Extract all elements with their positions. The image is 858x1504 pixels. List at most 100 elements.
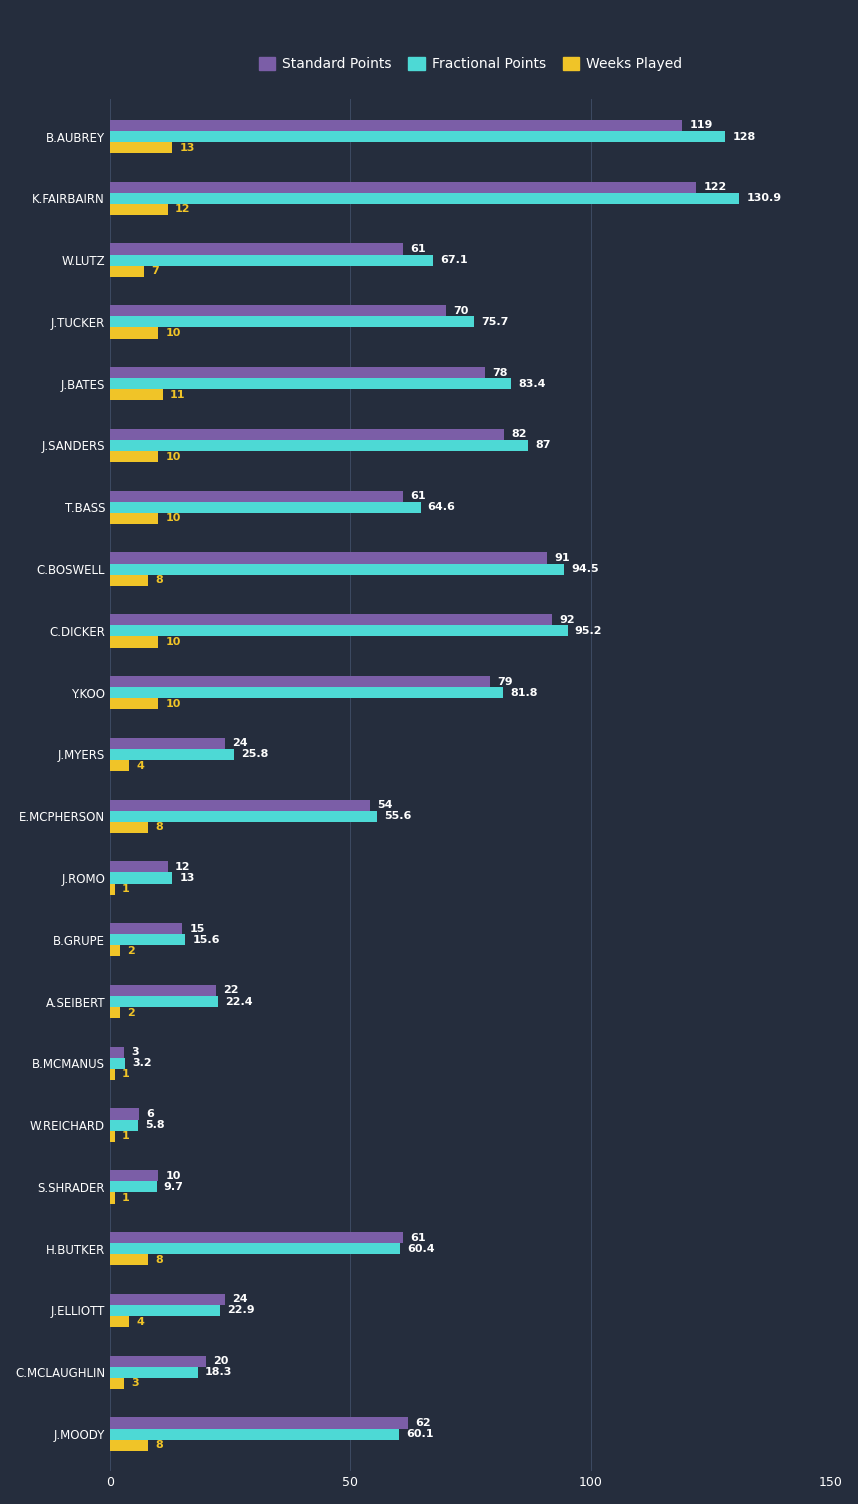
Text: 1: 1 [122,1069,130,1080]
Text: 9.7: 9.7 [164,1182,184,1193]
Bar [110,872,172,883]
Text: 11: 11 [170,390,185,400]
Text: 92: 92 [559,615,575,624]
Text: 91: 91 [554,553,571,562]
Text: 10: 10 [166,1170,181,1181]
Bar [110,1193,115,1203]
Bar [110,182,697,193]
Bar [110,1108,139,1119]
Bar [110,1439,148,1451]
Text: 70: 70 [454,305,469,316]
Bar [110,800,370,811]
Bar [110,614,553,626]
Bar [110,441,529,451]
Text: 5.8: 5.8 [145,1120,165,1130]
Text: 2: 2 [127,1008,135,1018]
Text: 8: 8 [155,823,163,832]
Bar [110,1316,130,1327]
Text: 22.4: 22.4 [225,997,252,1006]
Text: 22.9: 22.9 [227,1305,255,1316]
Bar [110,1170,158,1181]
Bar [110,305,446,316]
Text: 10: 10 [166,638,181,647]
Bar [110,429,505,441]
Bar [110,1119,138,1131]
Bar [110,367,485,378]
Bar [110,1254,148,1265]
Text: 87: 87 [535,441,551,451]
Bar [110,266,143,277]
Bar [110,1355,206,1367]
Bar [110,1429,399,1439]
Bar [110,760,130,772]
Text: 64.6: 64.6 [428,502,456,513]
Text: 81.8: 81.8 [511,687,538,698]
Text: 83.4: 83.4 [518,379,546,388]
Bar [110,1367,198,1378]
Bar [110,502,420,513]
Text: 130.9: 130.9 [746,194,782,203]
Bar [110,934,185,946]
Text: 54: 54 [377,800,392,811]
Text: 61: 61 [410,492,426,501]
Text: 12: 12 [175,205,190,215]
Bar [110,490,403,502]
Bar [110,205,167,215]
Bar [110,862,167,872]
Text: 61: 61 [410,1233,426,1242]
Bar [110,1057,125,1069]
Text: 75.7: 75.7 [481,317,509,326]
Bar [110,143,172,153]
Text: 3: 3 [131,1378,139,1388]
Text: 62: 62 [415,1418,431,1427]
Text: 3.2: 3.2 [133,1059,152,1068]
Bar [110,1293,226,1305]
Bar [110,811,378,821]
Text: 82: 82 [511,429,527,439]
Bar [110,883,115,895]
Bar [110,1378,124,1390]
Bar [110,636,158,648]
Bar [110,316,474,328]
Legend: Standard Points, Fractional Points, Weeks Played: Standard Points, Fractional Points, Week… [253,51,688,77]
Bar [110,1244,401,1254]
Bar [110,996,218,1008]
Text: 25.8: 25.8 [241,749,269,760]
Bar [110,193,740,205]
Bar [110,390,163,400]
Text: 61: 61 [410,244,426,254]
Text: 4: 4 [136,761,144,770]
Text: 7: 7 [151,266,159,277]
Text: 24: 24 [233,1295,248,1304]
Text: 10: 10 [166,513,181,523]
Bar [110,131,725,143]
Text: 8: 8 [155,1254,163,1265]
Bar [110,564,565,575]
Bar [110,451,158,462]
Text: 3: 3 [131,1047,139,1057]
Bar [110,1131,115,1142]
Bar [110,1417,408,1429]
Bar [110,1047,124,1057]
Text: 24: 24 [233,738,248,749]
Text: 79: 79 [497,677,512,686]
Bar [110,985,215,996]
Text: 94.5: 94.5 [571,564,599,575]
Text: 119: 119 [689,120,713,131]
Text: 95.2: 95.2 [575,626,602,636]
Text: 1: 1 [122,1131,130,1142]
Text: 13: 13 [179,872,195,883]
Text: 128: 128 [733,131,756,141]
Text: 60.4: 60.4 [408,1244,435,1254]
Bar [110,675,490,687]
Text: 6: 6 [146,1108,154,1119]
Text: 55.6: 55.6 [384,811,412,821]
Text: 20: 20 [214,1357,229,1366]
Bar [110,923,182,934]
Text: 1: 1 [122,884,130,893]
Text: 15.6: 15.6 [192,935,220,945]
Text: 10: 10 [166,699,181,708]
Text: 1: 1 [122,1193,130,1203]
Bar [110,244,403,254]
Text: 15: 15 [190,923,205,934]
